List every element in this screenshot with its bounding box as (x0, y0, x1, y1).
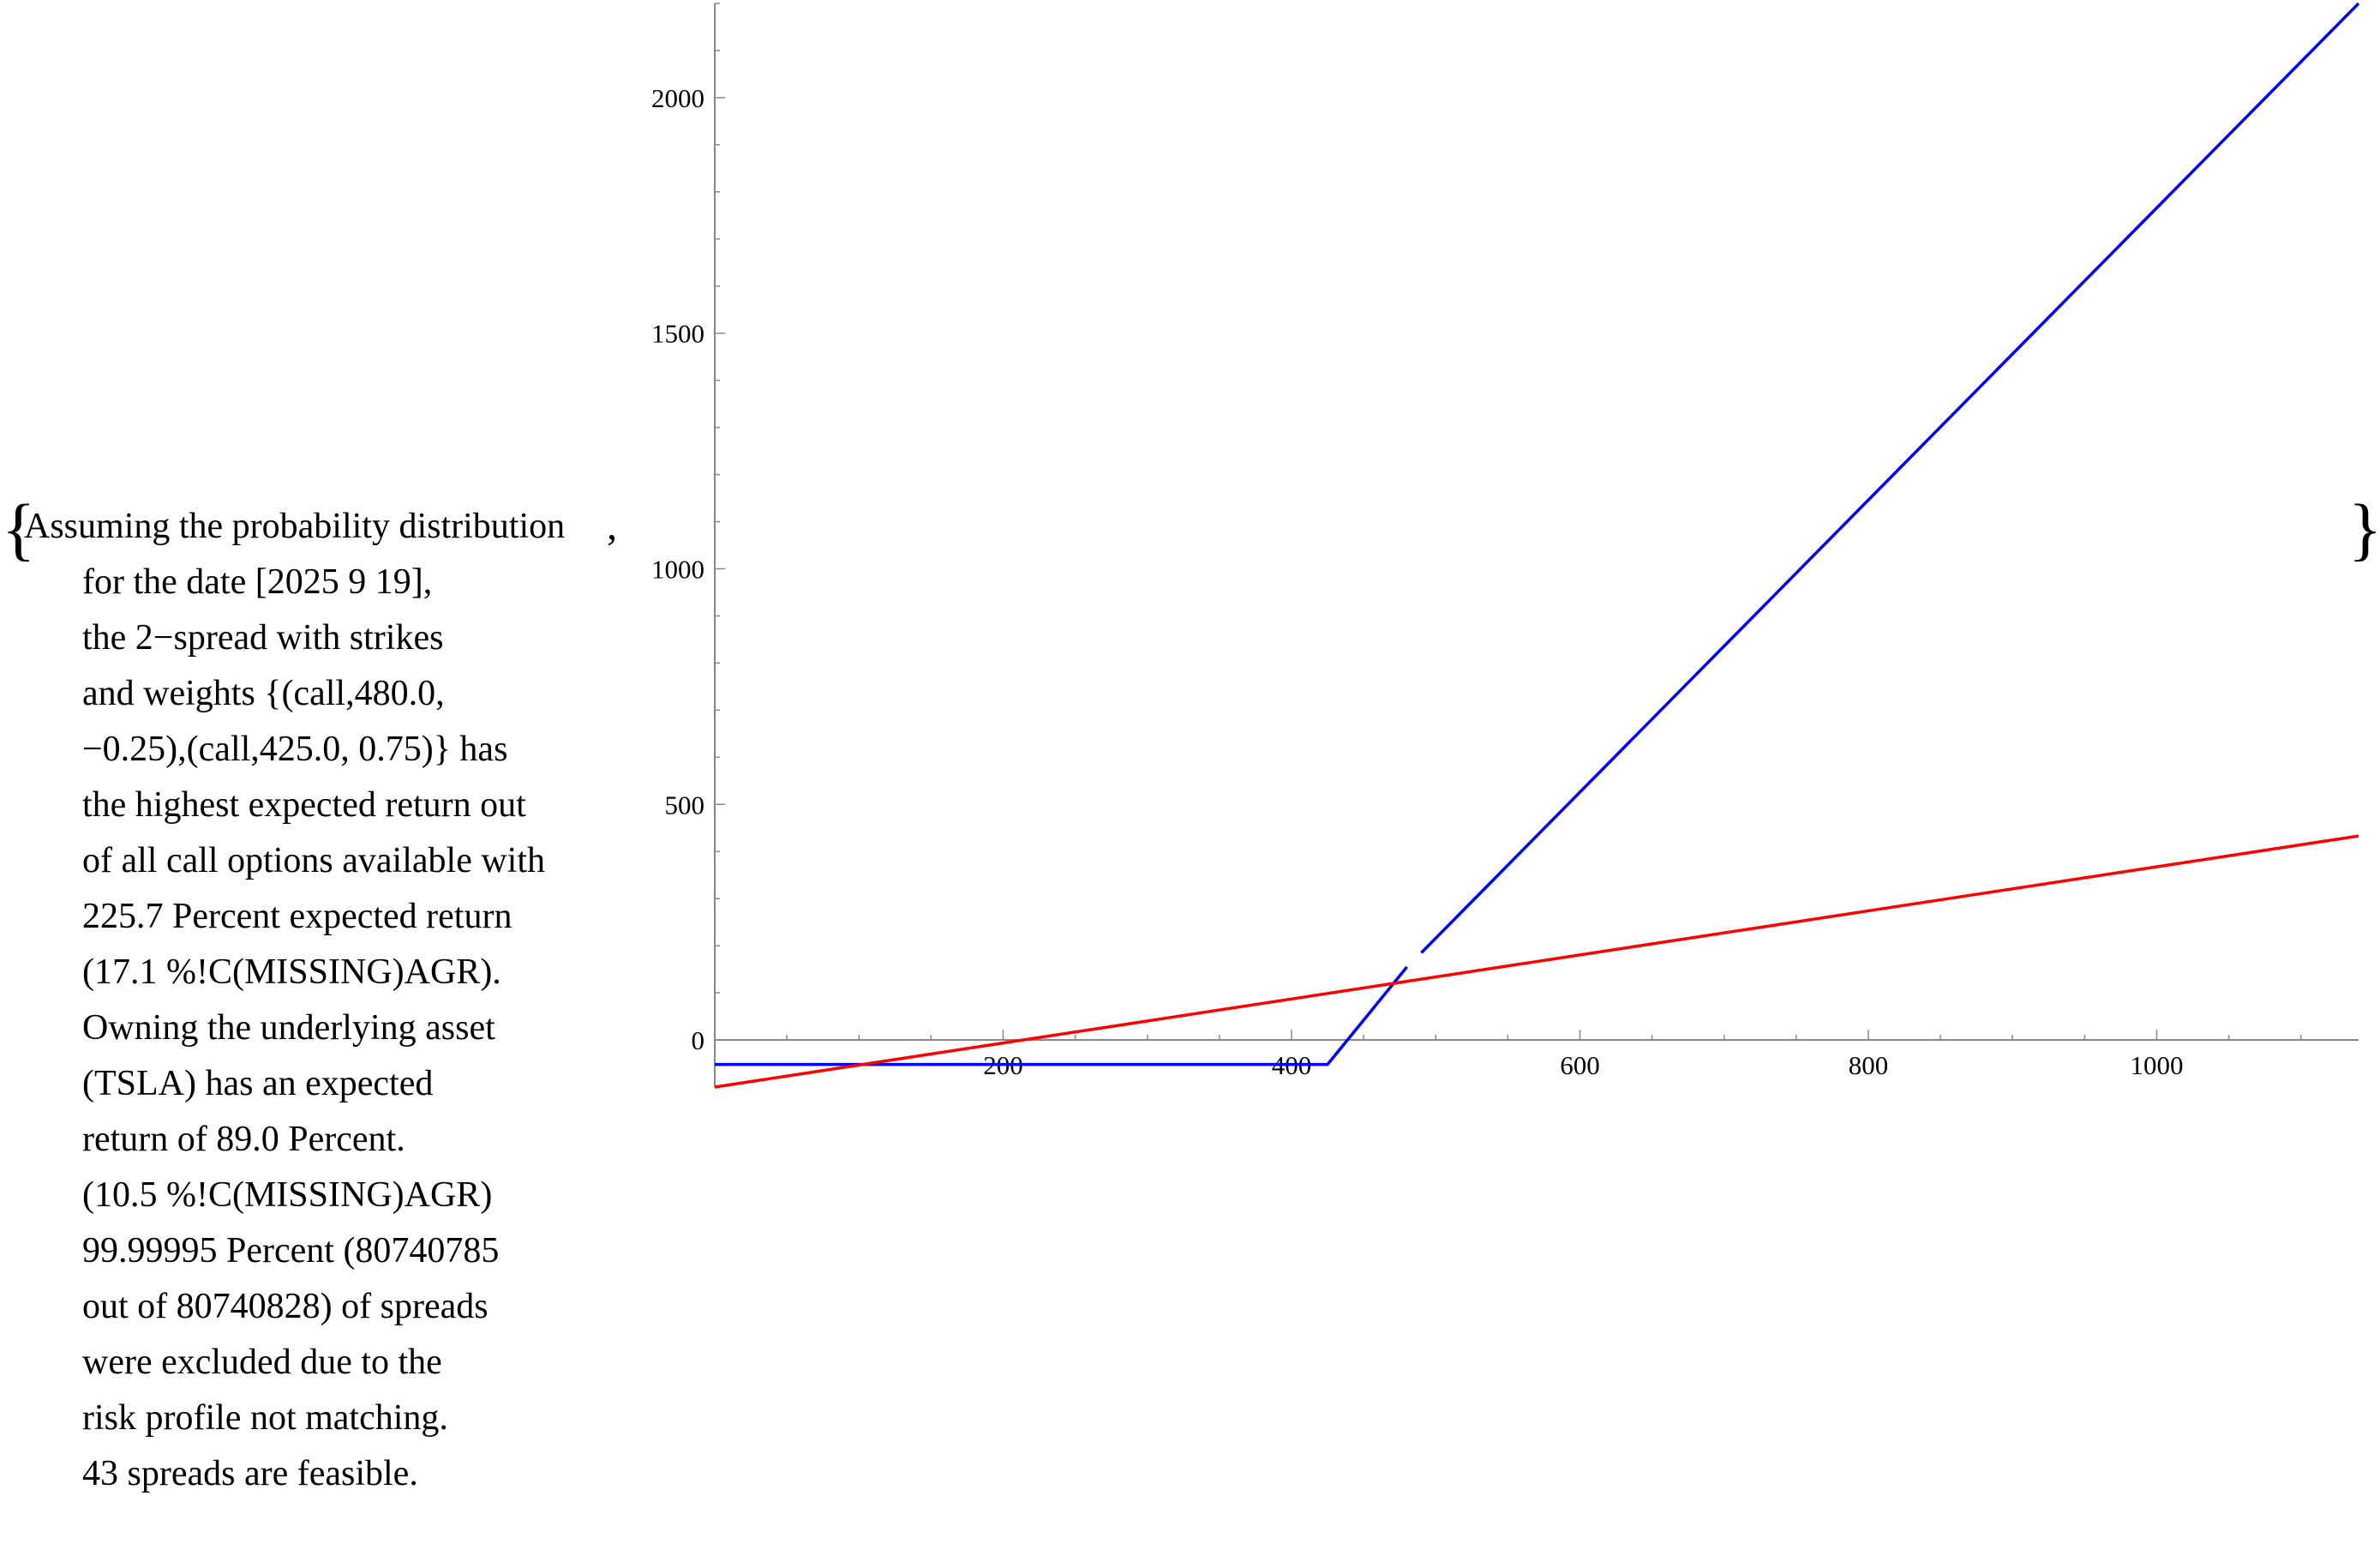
description-line: risk profile not matching. (82, 1398, 448, 1438)
result-description: Assuming the probability distribution for… (24, 499, 641, 1502)
x-tick-label: 800 (1849, 1050, 1889, 1080)
description-line: Owning the underlying asset (82, 1008, 495, 1048)
chart-series (714, 2, 2360, 1089)
description-line: 43 spreads are feasible. (82, 1454, 418, 1493)
description-line: (10.5 %!C(MISSING)AGR) (82, 1175, 493, 1215)
y-tick-label: 1000 (651, 554, 704, 584)
y-tick-label: 500 (665, 790, 705, 820)
y-tick-label: 0 (692, 1025, 705, 1055)
series-0-segment-0 (715, 965, 1408, 1066)
description-line: out of 80740828) of spreads (82, 1287, 489, 1326)
description-line: return of 89.0 Percent. (82, 1120, 405, 1159)
list-separator-comma: , (607, 503, 617, 549)
close-brace: } (2348, 490, 2380, 568)
description-line: for the date [2025 9 19], (82, 562, 433, 602)
description-line: 99.99995 Percent (80740785 (82, 1231, 500, 1271)
series-1-segment-0 (714, 834, 2359, 1089)
x-tick-label: 1000 (2130, 1050, 2183, 1080)
x-tick-label: 600 (1560, 1050, 1600, 1080)
open-brace: { (2, 490, 36, 568)
description-line: Assuming the probability distribution (24, 507, 566, 546)
series-0-segment-1 (1420, 2, 2360, 954)
description-line: and weights {(call,480.0, (82, 674, 445, 713)
description-line: were excluded due to the (82, 1343, 442, 1382)
y-tick-label: 1500 (651, 319, 704, 349)
description-line: the 2−spread with strikes (82, 618, 444, 658)
description-line: the highest expected return out (82, 785, 526, 825)
y-tick-label: 2000 (651, 83, 704, 113)
description-line: −0.25),(call,425.0, 0.75)} has (82, 730, 508, 769)
description-line: (TSLA) has an expected (82, 1064, 434, 1103)
description-line: of all call options available with (82, 841, 546, 880)
description-line: (17.1 %!C(MISSING)AGR). (82, 952, 501, 992)
description-line: 225.7 Percent expected return (82, 897, 513, 936)
